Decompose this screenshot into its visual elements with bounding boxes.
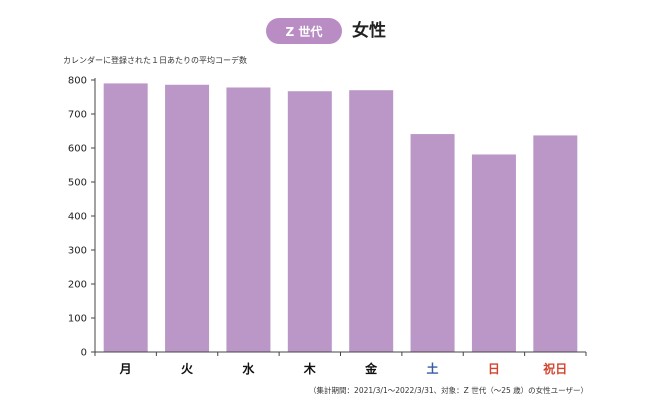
y-tick-label-500: 500 — [68, 178, 87, 189]
bar-1 — [103, 83, 148, 353]
y-tick-label-100: 100 — [68, 314, 87, 325]
bar-5 — [349, 90, 394, 352]
chart-header: Z 世代 女性 — [0, 14, 650, 48]
x-category-label-3: 水 — [242, 361, 255, 376]
chart-title: 女性 — [352, 21, 386, 41]
x-category-label-7: 日 — [488, 362, 500, 376]
x-category-label-6: 土 — [427, 361, 439, 376]
bar-6 — [410, 134, 455, 352]
bar-3 — [226, 87, 271, 352]
bar-7 — [471, 154, 516, 352]
footnote: （集計期間：2021/3/1〜2022/3/31、対象：Z 世代（〜25 歳）の… — [309, 386, 588, 395]
y-tick-label-600: 600 — [68, 144, 87, 155]
y-axis-label: カレンダーに登録された１日あたりの平均コーデ数 — [63, 56, 247, 65]
bar-8 — [533, 135, 578, 352]
y-tick-label-800: 800 — [68, 76, 87, 87]
y-tick-label-300: 300 — [68, 246, 87, 257]
x-category-label-5: 金 — [364, 361, 378, 376]
y-tick-label-700: 700 — [68, 110, 87, 121]
y-tick-label-400: 400 — [68, 212, 87, 223]
x-category-label-4: 木 — [303, 361, 317, 376]
y-tick-label-0: 0 — [81, 348, 87, 359]
bar-4 — [287, 91, 332, 352]
y-tick-label-200: 200 — [68, 280, 87, 291]
x-category-label-2: 火 — [181, 362, 194, 376]
x-category-label-1: 月 — [119, 362, 132, 376]
generation-badge: Z 世代 — [266, 18, 342, 44]
x-category-label-8: 祝日 — [543, 361, 567, 376]
bar-2 — [165, 84, 210, 352]
